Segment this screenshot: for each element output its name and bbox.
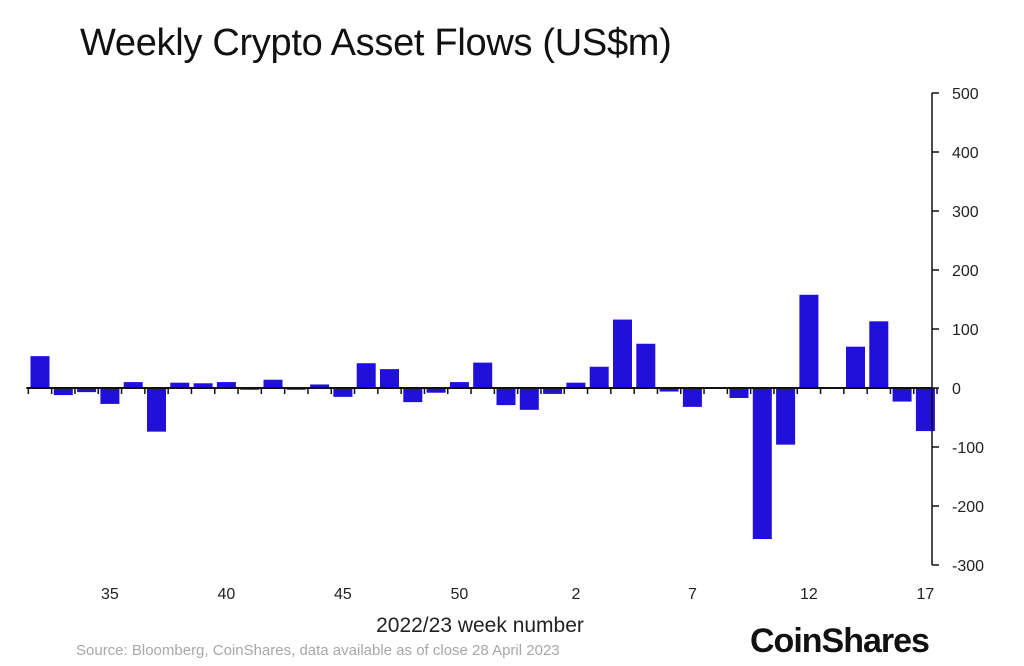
bar-51 (473, 362, 493, 388)
bar-37 (147, 388, 166, 432)
bar-38 (170, 382, 190, 388)
bar-14 (846, 346, 865, 388)
bar-17 (915, 388, 935, 432)
bar-45 (333, 388, 353, 397)
bar-33 (53, 388, 73, 396)
bar-4 (613, 319, 632, 388)
x-tick-label: 7 (688, 586, 697, 603)
bar-52 (496, 388, 516, 406)
bar-48 (403, 388, 423, 403)
bar-6 (659, 388, 679, 392)
x-tick-label: 45 (334, 586, 352, 603)
bar-49 (426, 388, 446, 393)
bar-5 (636, 343, 656, 388)
bar-16 (892, 388, 912, 402)
x-tick-label: 17 (917, 586, 935, 603)
y-tick-label: 500 (952, 86, 979, 103)
bar-42 (263, 379, 283, 388)
y-tick-label: 300 (952, 204, 979, 221)
bar-47 (380, 369, 399, 388)
source-note: Source: Bloomberg, CoinShares, data avai… (76, 642, 560, 659)
bar-34 (77, 388, 97, 393)
bar-10 (752, 388, 772, 540)
bar-1 (543, 388, 563, 394)
chart-title: Weekly Crypto Asset Flows (US$m) (80, 22, 672, 64)
x-tick-label: 35 (101, 586, 119, 603)
y-tick-label: 100 (952, 322, 979, 339)
x-axis-label: 2022/23 week number (376, 614, 584, 637)
bar-39 (193, 383, 213, 388)
x-tick-label: 12 (800, 586, 818, 603)
bar-15 (869, 321, 889, 388)
x-tick-label: 40 (218, 586, 236, 603)
bar-11 (776, 388, 796, 445)
x-tick-label: 50 (451, 586, 469, 603)
coinshares-logo: CoinShares (750, 622, 930, 660)
bar-32 (30, 356, 50, 388)
bar-12 (799, 294, 819, 388)
bar-40 (216, 382, 236, 388)
x-tick-label: 2 (571, 586, 580, 603)
bar-44 (310, 384, 330, 388)
y-tick-label: 200 (952, 263, 979, 280)
y-tick-label: -300 (952, 558, 984, 575)
y-tick-label: 400 (952, 145, 979, 162)
bar-2 (566, 382, 586, 388)
y-tick-label: -100 (952, 440, 984, 457)
bar-46 (356, 363, 376, 388)
bar-3 (589, 366, 609, 388)
bar-50 (449, 382, 469, 388)
bar-9 (729, 388, 749, 399)
bar-7 (682, 388, 702, 407)
bar-35 (100, 388, 120, 404)
y-tick-label: 0 (952, 381, 961, 398)
y-tick-label: -200 (952, 499, 984, 516)
bar-36 (123, 382, 143, 388)
bar-53 (519, 388, 539, 410)
